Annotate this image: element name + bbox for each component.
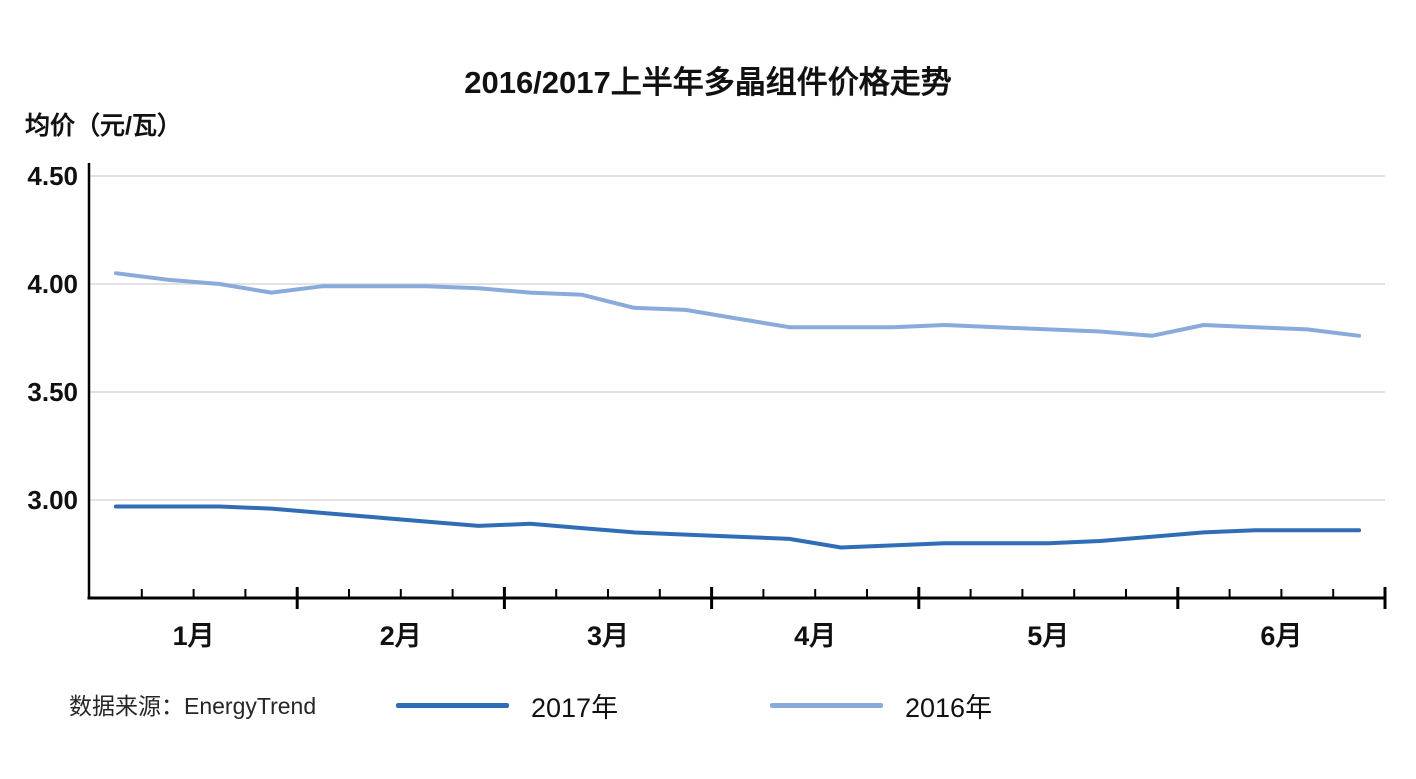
month-label: 3月 — [587, 621, 629, 651]
series-line-2016年 — [113, 271, 1362, 338]
y-tick-label: 4.50 — [27, 161, 78, 191]
legend-label-2016: 2016年 — [905, 692, 993, 723]
data-source-label: 数据来源：EnergyTrend — [69, 693, 317, 719]
month-label: 5月 — [1027, 621, 1069, 651]
chart-title: 2016/2017上半年多晶组件价格走势 — [464, 65, 952, 100]
y-tick-label: 4.00 — [27, 269, 78, 299]
legend-item-2016: 2016年 — [770, 688, 993, 723]
month-label: 1月 — [173, 621, 215, 651]
y-axis-title: 均价（元/瓦） — [25, 112, 182, 140]
y-tick-label: 3.00 — [27, 485, 78, 515]
month-label: 2月 — [380, 621, 422, 651]
legend-label-2017: 2017年 — [531, 692, 619, 723]
month-label: 4月 — [794, 621, 836, 651]
legend-swatch-2017 — [396, 702, 509, 708]
y-tick-label: 3.50 — [27, 377, 78, 407]
legend-swatch-2016 — [770, 702, 883, 708]
month-label: 6月 — [1260, 621, 1302, 651]
series-line-2017年 — [113, 504, 1362, 550]
legend-item-2017: 2017年 — [396, 688, 619, 723]
